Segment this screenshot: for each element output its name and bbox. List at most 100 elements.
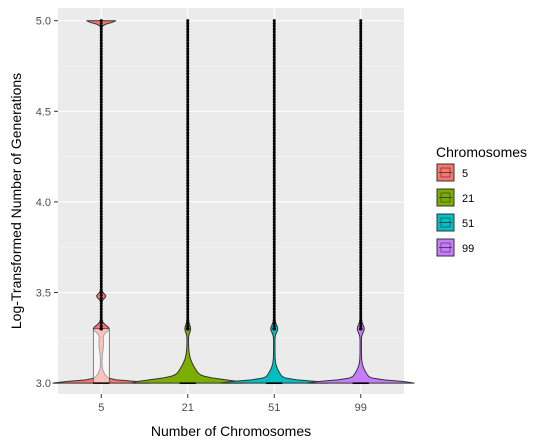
data-point — [359, 237, 363, 241]
data-point — [99, 229, 103, 233]
data-point — [359, 184, 363, 188]
data-point — [99, 302, 103, 306]
data-point — [272, 326, 277, 331]
data-point — [272, 324, 276, 328]
data-point — [186, 243, 190, 247]
data-point — [186, 167, 190, 171]
data-point — [99, 58, 103, 62]
data-point — [359, 232, 363, 236]
data-point — [359, 77, 363, 81]
data-point — [99, 21, 103, 25]
data-point — [99, 103, 103, 107]
legend-label-51: 51 — [462, 218, 474, 230]
data-point — [99, 72, 103, 76]
data-point — [272, 111, 276, 115]
data-point — [272, 299, 276, 303]
data-point — [186, 145, 190, 149]
data-point — [99, 128, 103, 132]
data-point — [99, 212, 103, 216]
data-point — [186, 274, 190, 278]
data-point — [359, 282, 363, 286]
data-point — [186, 125, 190, 129]
data-point — [272, 30, 276, 34]
data-point — [99, 257, 103, 261]
data-point — [272, 100, 276, 104]
data-point — [99, 80, 103, 84]
data-point — [272, 142, 276, 146]
data-point — [359, 170, 363, 174]
data-point — [186, 318, 190, 322]
data-point — [272, 274, 276, 278]
data-point — [186, 66, 190, 70]
data-point — [99, 282, 103, 286]
data-point — [99, 92, 103, 96]
data-point — [359, 92, 363, 96]
data-point — [99, 44, 103, 48]
data-point — [272, 167, 276, 171]
data-point — [272, 55, 276, 59]
data-point — [186, 271, 190, 275]
data-point — [99, 134, 103, 138]
data-point — [99, 279, 103, 283]
data-point — [272, 310, 276, 314]
data-point — [99, 296, 103, 300]
data-point — [272, 248, 276, 252]
data-point — [359, 240, 363, 244]
data-point — [99, 63, 103, 67]
data-point — [359, 145, 363, 149]
data-point — [99, 240, 103, 244]
data-point — [99, 120, 103, 124]
data-point — [272, 218, 276, 222]
data-point — [186, 209, 190, 213]
data-point — [272, 108, 276, 112]
y-tick-label: 5.0 — [36, 16, 51, 28]
data-point — [99, 89, 103, 93]
y-tick-label: 3.5 — [36, 288, 51, 300]
data-point — [186, 69, 190, 73]
data-point — [272, 47, 276, 51]
data-point — [186, 181, 190, 185]
data-point — [99, 237, 103, 241]
data-point — [272, 66, 276, 70]
data-point — [359, 30, 363, 34]
data-point — [272, 176, 276, 180]
data-point — [359, 128, 363, 132]
data-point — [359, 206, 363, 210]
data-point — [186, 220, 190, 224]
data-point — [359, 220, 363, 224]
data-point — [99, 178, 103, 182]
data-point — [359, 293, 363, 297]
data-point — [186, 134, 190, 138]
data-point — [359, 108, 363, 112]
data-point — [99, 276, 103, 280]
data-point — [99, 326, 104, 331]
data-point — [186, 212, 190, 216]
data-point — [186, 58, 190, 62]
data-point — [99, 162, 103, 166]
data-point — [186, 223, 190, 227]
grid-minor — [58, 65, 404, 339]
data-point — [99, 184, 103, 188]
data-point — [99, 159, 103, 163]
data-point — [186, 100, 190, 104]
data-point — [359, 47, 363, 51]
data-point — [272, 162, 276, 166]
data-point — [99, 35, 103, 39]
data-point — [99, 251, 103, 255]
data-point — [186, 285, 190, 289]
data-point — [186, 288, 190, 292]
data-point — [359, 288, 363, 292]
data-point — [186, 27, 190, 31]
data-point — [272, 209, 276, 213]
data-point — [272, 316, 276, 320]
data-point — [272, 58, 276, 62]
data-point — [99, 117, 103, 121]
data-point — [99, 83, 103, 87]
data-point — [99, 201, 103, 205]
data-point — [186, 276, 190, 280]
data-point — [186, 49, 190, 53]
data-point — [359, 310, 363, 314]
data-point — [272, 307, 276, 311]
data-point — [272, 33, 276, 37]
